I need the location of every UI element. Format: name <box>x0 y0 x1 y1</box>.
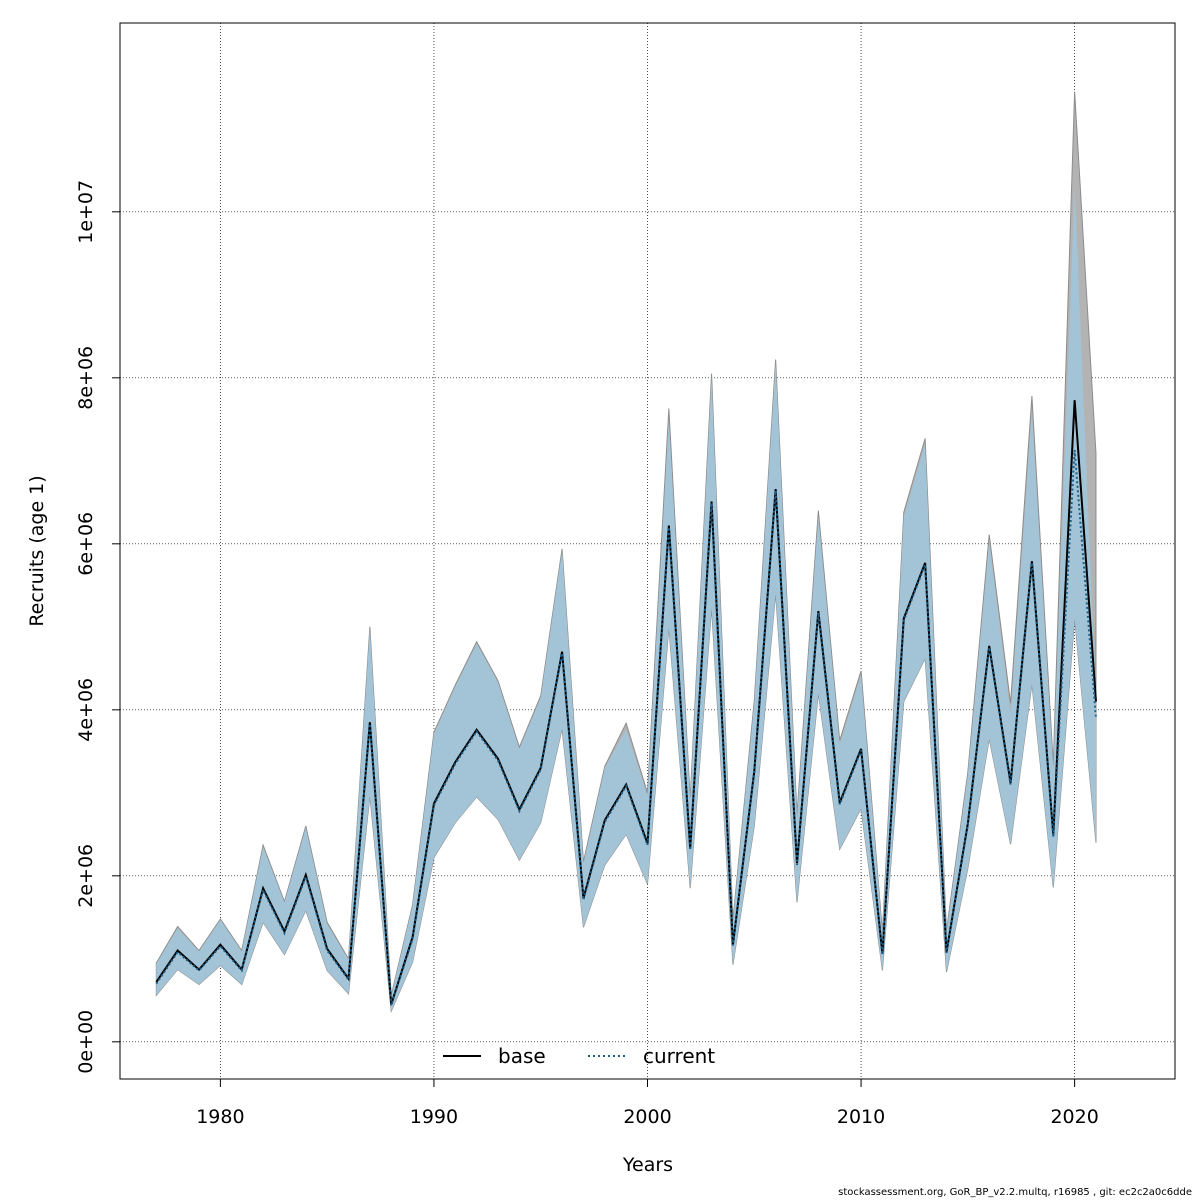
x-tick-label: 2020 <box>1050 1106 1098 1128</box>
current-confidence-band <box>156 186 1096 1012</box>
x-tick-label: 1990 <box>410 1106 458 1128</box>
x-tick-label: 1980 <box>196 1106 244 1128</box>
y-tick-label: 8e+06 <box>75 346 97 410</box>
y-tick-label: 0e+00 <box>75 1010 97 1074</box>
y-axis-title: Recruits (age 1) <box>26 475 48 626</box>
y-tick-label: 6e+06 <box>75 512 97 576</box>
current-line <box>155 449 1097 1006</box>
legend-current-label: current <box>643 1044 715 1068</box>
y-tick-label: 4e+06 <box>75 678 97 742</box>
x-axis-title: Years <box>622 1154 673 1176</box>
x-axis: 1980 1990 2000 2010 2020 <box>196 1079 1099 1128</box>
series-lines <box>155 400 1097 1006</box>
y-axis: 0e+00 2e+06 4e+06 6e+06 8e+06 1e+07 <box>75 180 120 1074</box>
legend: base current <box>443 1044 715 1068</box>
confidence-bands <box>155 91 1097 1014</box>
x-tick-label: 2000 <box>623 1106 671 1128</box>
legend-base-label: base <box>498 1044 546 1068</box>
y-tick-label: 2e+06 <box>75 844 97 908</box>
x-tick-label: 2010 <box>837 1106 885 1128</box>
footer-credit: stockassessment.org, GoR_BP_v2.2.multq, … <box>838 1187 1192 1198</box>
y-tick-label: 1e+07 <box>75 180 97 244</box>
